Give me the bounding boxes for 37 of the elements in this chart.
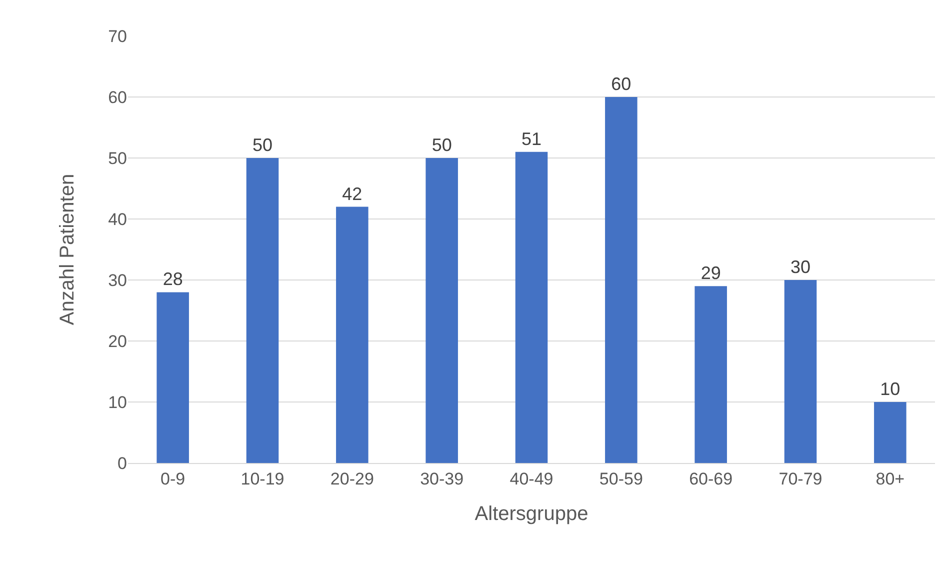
y-tick-label: 10 (108, 392, 127, 412)
x-tick-label: 30-39 (420, 469, 464, 488)
y-tick-label: 50 (108, 148, 127, 168)
x-tick-label: 0-9 (160, 469, 186, 488)
y-tick-label: 40 (108, 210, 127, 229)
bar (336, 206, 368, 463)
x-tick-label: 10-19 (240, 469, 284, 488)
y-tick-label: 20 (108, 332, 127, 351)
y-tick-label: 60 (108, 88, 127, 107)
data-label: 28 (162, 269, 183, 290)
data-label: 10 (880, 379, 900, 399)
data-label: 51 (521, 128, 542, 149)
x-axis-title: Altersgruppe (474, 502, 588, 525)
data-label: 50 (432, 135, 452, 155)
x-tick-label: 40-49 (510, 469, 554, 488)
bar (694, 286, 727, 463)
bar (874, 402, 906, 463)
y-axis-title: Anzahl Patienten (56, 174, 79, 326)
x-tick-label: 70-79 (778, 469, 822, 488)
bar (246, 158, 279, 463)
data-label: 29 (700, 263, 721, 284)
y-tick-label: 30 (108, 270, 127, 290)
data-label: 60 (611, 74, 632, 94)
x-tick-label: 80+ (876, 469, 905, 488)
bar (426, 158, 458, 463)
bar (515, 152, 548, 463)
data-label: 30 (790, 257, 811, 277)
bar (784, 280, 817, 463)
data-label: 50 (252, 135, 273, 155)
bar (156, 292, 189, 463)
bar (605, 97, 638, 463)
x-tick-label: 60-69 (689, 469, 733, 488)
x-tick-label: 20-29 (330, 469, 374, 488)
data-label: 42 (342, 184, 362, 204)
y-tick-label: 0 (118, 454, 127, 473)
x-tick-label: 50-59 (599, 469, 643, 488)
y-tick-label: 70 (108, 26, 127, 46)
